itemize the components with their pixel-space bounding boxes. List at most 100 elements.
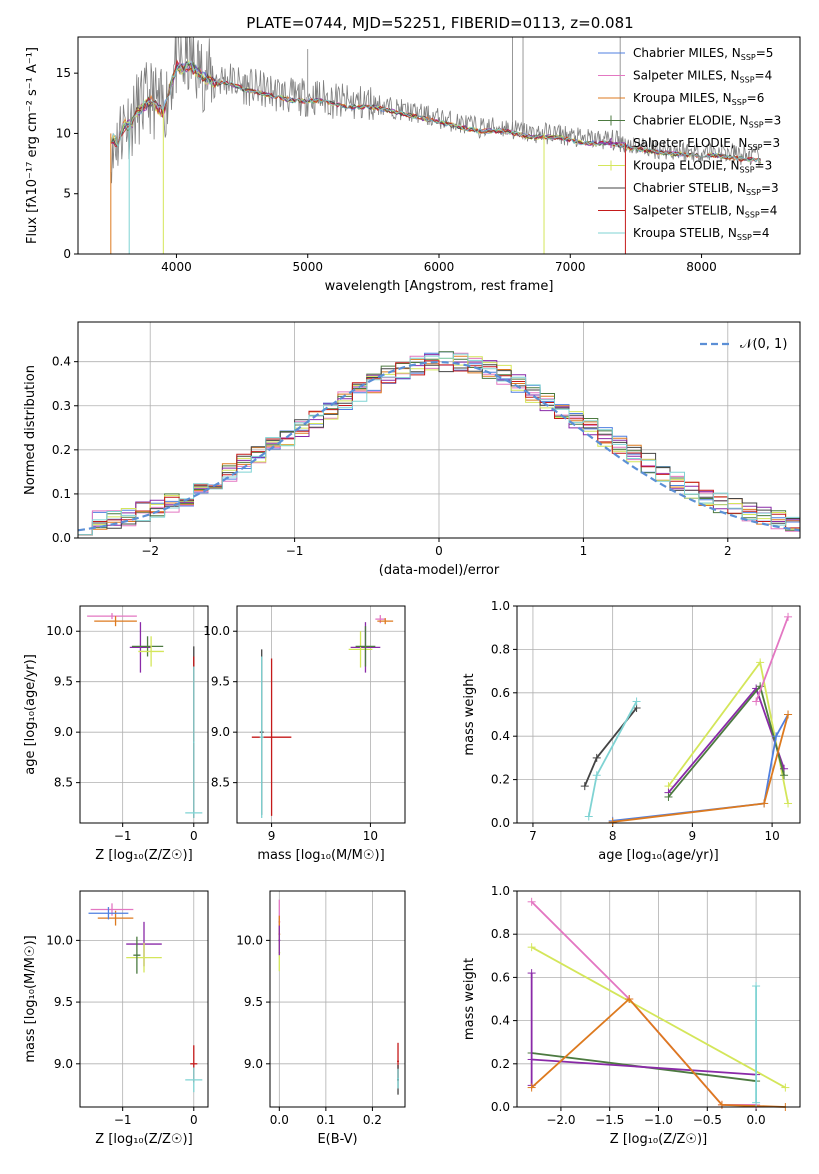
y-tick-label: 0.8: [491, 642, 510, 656]
x-axis-label: age [log₁₀(age/yr)]: [598, 848, 719, 863]
y-tick-label: 15: [56, 66, 71, 80]
legend-entry-suffix: =5: [756, 46, 774, 60]
x-tick-label: 6000: [424, 260, 455, 274]
legend-entry-suffix: =3: [761, 181, 779, 195]
y-tick-label: 9.0: [54, 1057, 73, 1071]
y-tick-label: 9.5: [54, 675, 73, 689]
spectrum-curves: [110, 37, 761, 254]
x-tick-label: −2.0: [546, 1113, 575, 1127]
y-axis-label: mass weight: [462, 673, 477, 755]
x-tick-label: 9: [689, 829, 697, 843]
histogram-step: [78, 364, 800, 536]
mass-vs-metallicity-panel: −1 0 9.0 9.5 10.0 Z [log₁₀(Z/Z☉)] mass [log₁₀(…: [23, 890, 209, 1147]
y-tick-label: 0.4: [491, 1014, 510, 1028]
y-tick-label: 10: [56, 126, 71, 140]
legend-entry: Chabrier STELIB, NSSP=3: [633, 181, 779, 197]
mass-vs-ebv-panel: 0.0 0.1 0.2 9.0 9.5 10.0 E(B-V): [236, 890, 406, 1147]
legend-entry: 𝒩(0, 1): [740, 337, 787, 352]
legend-entry-suffix: =4: [755, 69, 773, 83]
legend-entry: Salpeter ELODIE, NSSP=3: [633, 136, 780, 152]
y-tick-label: 9.5: [54, 995, 73, 1009]
residuals-panel: −2 −1 0 1 2 0.0 0.1 0.2 0.3 0.4 (data-model)/error…: [23, 321, 801, 578]
y-tick-label: 1.0: [491, 884, 510, 898]
axes-frame: [77, 321, 801, 539]
y-tick-label: 0.0: [491, 1100, 510, 1114]
x-tick-label: −1: [114, 829, 132, 843]
y-tick-label: 0.0: [491, 816, 510, 830]
legend-entry-text: Salpeter ELODIE, N: [633, 136, 747, 150]
histogram-step: [78, 354, 800, 536]
legend-entry-text: Chabrier ELODIE, N: [633, 114, 749, 128]
legend-entry-text: Chabrier STELIB, N: [633, 181, 746, 195]
x-tick-label: −1.0: [644, 1113, 673, 1127]
y-tick-label: 10.0: [46, 933, 73, 947]
x-axis-label: E(B-V): [317, 1132, 357, 1147]
x-axis-label: Z [log₁₀(Z/Z☉)]: [95, 1132, 192, 1147]
legend-entry: Kroupa MILES, NSSP=6: [633, 91, 764, 107]
y-tick-label: 9.0: [54, 725, 73, 739]
legend-entry-suffix: =3: [764, 114, 782, 128]
y-tick-label: 0.3: [52, 399, 71, 413]
x-tick-label: 10: [363, 829, 378, 843]
x-tick-label: 4000: [161, 260, 192, 274]
legend-entry-suffix: =3: [755, 159, 773, 173]
x-tick-label: −1: [114, 1113, 132, 1127]
legend-entry-sub: SSP: [746, 188, 761, 197]
massweight-z-line: [531, 946, 786, 1089]
legend-entry-text: Kroupa ELODIE, N: [633, 159, 740, 173]
x-tick-label: −2: [141, 544, 159, 558]
x-tick-label: 5000: [292, 260, 323, 274]
x-tick-label: 9: [268, 829, 276, 843]
legend-entry-text: Salpeter MILES, N: [633, 69, 740, 83]
axes-frame: [516, 605, 801, 824]
x-tick-label: −1: [286, 544, 304, 558]
x-axis-label: mass [log₁₀(M/M☉)]: [257, 848, 384, 863]
y-tick-label: 0.2: [491, 1057, 510, 1071]
age-vs-mass-panel: 9 10 8.5 9.0 9.5 10.0 mass [log₁₀(M/M☉)]: [203, 605, 406, 863]
legend-entry-text: Chabrier MILES, N: [633, 46, 741, 60]
y-tick-label: 10.0: [46, 624, 73, 638]
x-tick-label: 0: [190, 1113, 198, 1127]
legend-entry-suffix: =3: [762, 136, 780, 150]
y-tick-label: 9.0: [244, 1057, 263, 1071]
x-axis-label: wavelength [Angstrom, rest frame]: [325, 279, 554, 294]
y-tick-label: 0.4: [52, 355, 71, 369]
histogram-step: [78, 360, 800, 536]
axes-frame: [516, 890, 801, 1108]
legend-entry: Kroupa ELODIE, NSSP=3: [633, 159, 772, 175]
legend-entry-suffix: =6: [747, 91, 765, 105]
legend-entry-sub: SSP: [741, 53, 756, 62]
x-tick-label: 0.0: [747, 1113, 766, 1127]
y-tick-label: 8.5: [54, 776, 73, 790]
legend-entry: Salpeter MILES, NSSP=4: [633, 69, 772, 85]
axes-frame: [79, 605, 209, 824]
x-tick-label: 10: [764, 829, 779, 843]
y-axis-label: Flux [fλ10⁻¹⁷ erg cm⁻² s⁻¹ A⁻¹]: [25, 47, 40, 244]
x-axis-label: Z [log₁₀(Z/Z☉)]: [95, 848, 192, 863]
axes-frame: [79, 890, 209, 1108]
observed-spectrum-line: [110, 37, 761, 184]
x-tick-label: 7: [529, 829, 537, 843]
x-tick-label: 8: [609, 829, 617, 843]
legend-entry-text: Kroupa STELIB, N: [633, 226, 737, 240]
y-axis-label: mass weight: [462, 958, 477, 1040]
y-tick-label: 0: [63, 247, 71, 261]
y-axis-label: Normed distribution: [23, 365, 38, 495]
histograms: [78, 351, 800, 536]
model-spectrum-line: [110, 60, 761, 163]
legend-entry: Kroupa STELIB, NSSP=4: [633, 226, 770, 242]
legend-entry: Salpeter STELIB, NSSP=4: [633, 204, 777, 220]
y-tick-label: 0.6: [491, 686, 510, 700]
x-tick-label: 1: [580, 544, 588, 558]
legend-entry-sub: SSP: [747, 143, 762, 152]
legend-entry-sub: SSP: [740, 166, 755, 175]
x-axis-label: (data-model)/error: [379, 563, 500, 578]
massweight-vs-metallicity-panel: −2.0 −1.5 −1.0 −0.5 0.0 0.0 0.2 0.4 0.6 0.8 1.0 Z […: [462, 884, 801, 1147]
legend-entry-text: Salpeter STELIB, N: [633, 204, 745, 218]
y-tick-label: 0.6: [491, 970, 510, 984]
axes-frame: [236, 605, 406, 824]
x-tick-label: 0.1: [316, 1113, 335, 1127]
legend-entry-sub: SSP: [740, 76, 755, 85]
y-tick-label: 0.2: [491, 773, 510, 787]
